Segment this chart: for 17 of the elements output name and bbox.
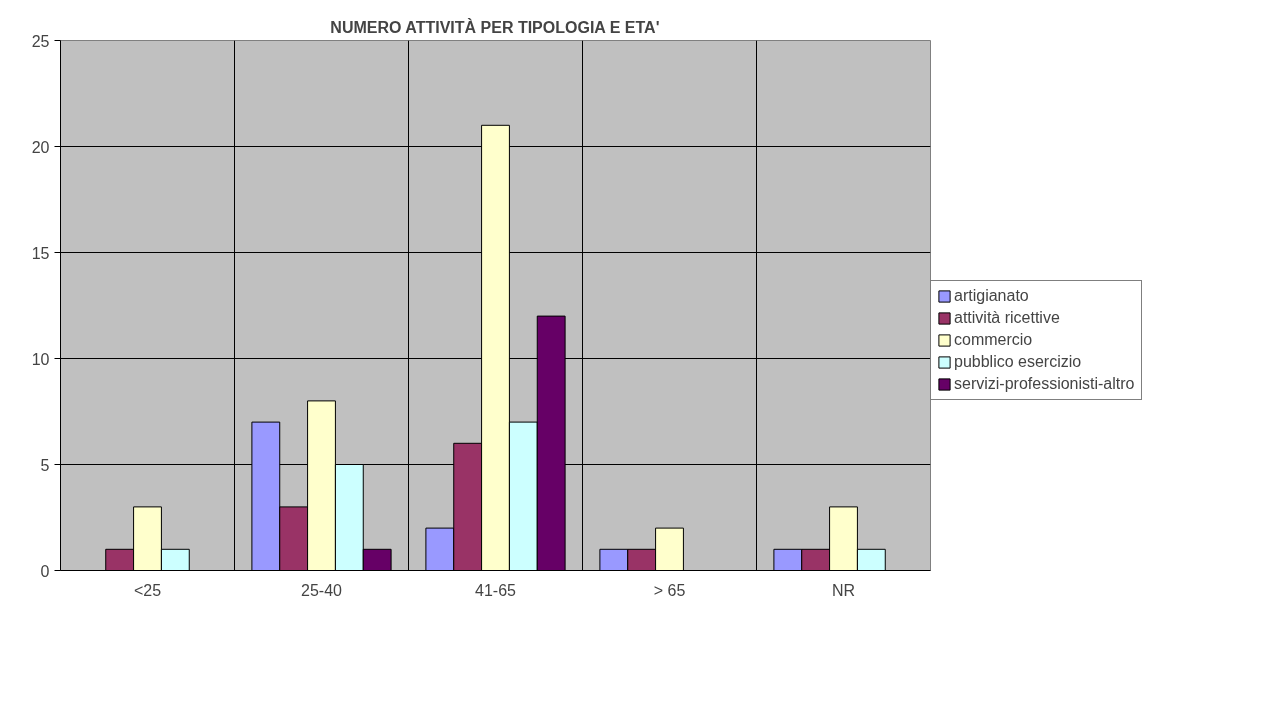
y-tick-label: 20 — [31, 138, 50, 156]
legend-label: artigianato — [954, 287, 1029, 305]
legend-label: attività ricettive — [954, 309, 1060, 327]
y-tick-label: 15 — [31, 244, 50, 262]
y-tick-label: 10 — [31, 350, 50, 368]
legend-label: servizi-professionisti-altro — [954, 375, 1135, 393]
x-tick-label: <25 — [133, 581, 162, 599]
y-tick-label: 25 — [31, 32, 50, 50]
legend-label: pubblico esercizio — [954, 353, 1082, 371]
legend-label: commercio — [954, 331, 1033, 349]
x-tick-label: > 65 — [653, 581, 686, 599]
y-tick-label: 5 — [40, 456, 50, 474]
x-tick-label: NR — [831, 581, 856, 599]
y-tick-label: 0 — [40, 562, 50, 580]
x-tick-label: 41-65 — [475, 581, 517, 599]
chart-title: NUMERO ATTIVITÀ PER TIPOLOGIA E ETA' — [330, 17, 660, 36]
x-tick-label: 25-40 — [301, 581, 343, 599]
